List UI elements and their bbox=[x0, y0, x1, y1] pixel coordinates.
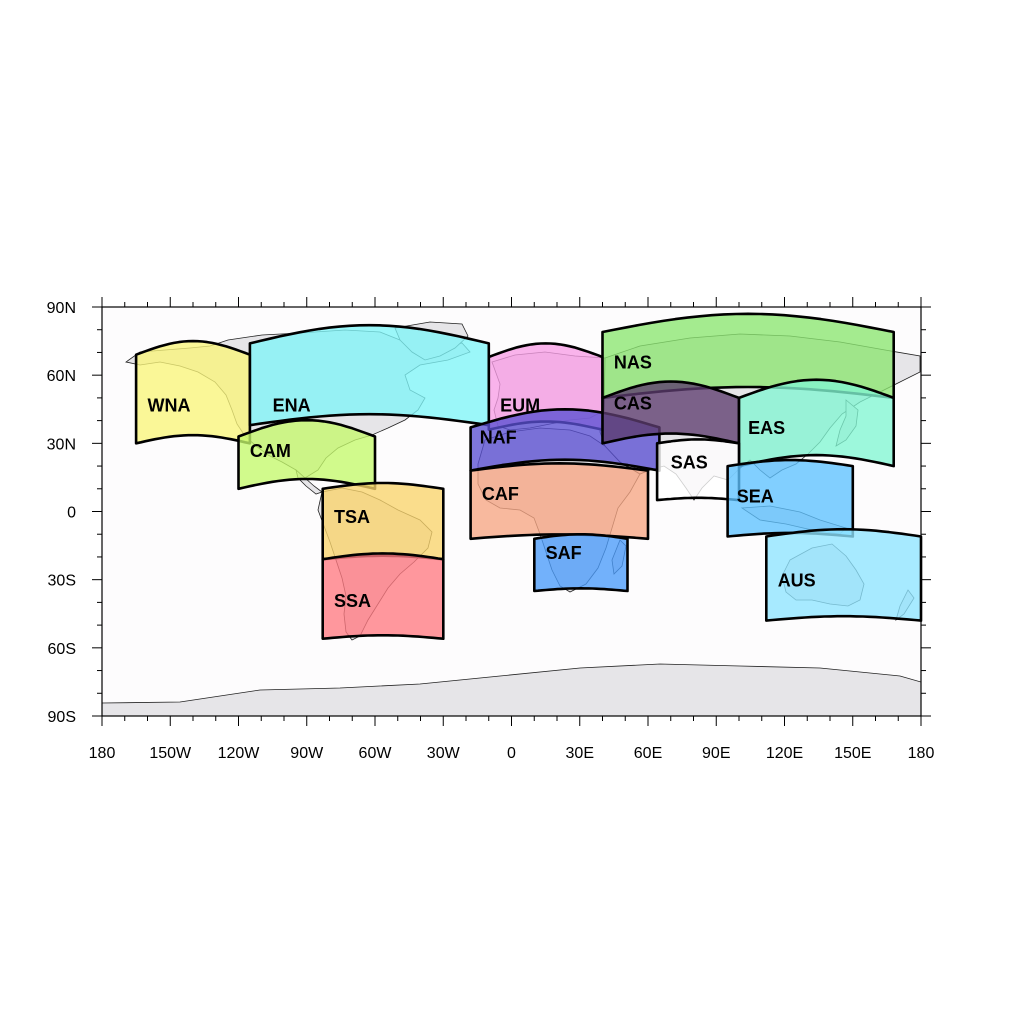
x-tick-label: 0 bbox=[507, 745, 516, 762]
x-tick-label: 90W bbox=[290, 745, 324, 762]
region-labels-layer: WNA ENA CAM TSA SSA EUM NAF CAF SAF NAS CAS EAS SAS S… bbox=[148, 352, 816, 611]
x-tick-label: 180 bbox=[89, 745, 116, 762]
x-tick-label: 60E bbox=[634, 745, 662, 762]
regions-layer bbox=[134, 312, 923, 640]
x-tick-label: 30E bbox=[566, 745, 594, 762]
x-tick-label: 120E bbox=[766, 745, 803, 762]
x-tick-label: 30W bbox=[427, 745, 461, 762]
y-tick-label: 90N bbox=[47, 300, 76, 317]
region-label-ena: ENA bbox=[273, 396, 311, 416]
x-tick-label: 150E bbox=[834, 745, 871, 762]
region-label-sas: SAS bbox=[671, 452, 708, 472]
region-saf bbox=[533, 533, 629, 593]
y-tick-label: 90S bbox=[48, 709, 76, 726]
y-tick-label: 60N bbox=[47, 368, 76, 385]
x-tick-label: 120W bbox=[218, 745, 261, 762]
axis-ticks-layer: 180 150W 120W 90W 60W 30W 0 30E 60E 90E 120E 150E 18… bbox=[47, 297, 935, 762]
x-tick-label: 60W bbox=[359, 745, 393, 762]
region-label-tsa: TSA bbox=[334, 507, 370, 527]
y-tick-label: 30S bbox=[48, 573, 76, 590]
y-tick-label: 60S bbox=[48, 641, 76, 658]
region-eas bbox=[737, 378, 895, 468]
region-label-saf: SAF bbox=[546, 543, 582, 563]
region-label-cam: CAM bbox=[250, 441, 291, 461]
y-tick-label: 30N bbox=[47, 436, 76, 453]
region-label-caf: CAF bbox=[482, 484, 519, 504]
region-label-sea: SEA bbox=[737, 486, 774, 506]
region-label-cas: CAS bbox=[614, 393, 652, 413]
region-ssa bbox=[321, 552, 445, 640]
region-label-ssa: SSA bbox=[334, 591, 371, 611]
y-tick-label: 0 bbox=[67, 505, 76, 522]
region-label-nas: NAS bbox=[614, 352, 652, 372]
x-tick-label: 90E bbox=[702, 745, 730, 762]
region-label-eum: EUM bbox=[500, 396, 540, 416]
x-tick-label: 180 bbox=[908, 745, 935, 762]
region-caf bbox=[469, 462, 650, 541]
region-label-aus: AUS bbox=[778, 571, 816, 591]
region-label-wna: WNA bbox=[148, 396, 191, 416]
x-tick-label: 150W bbox=[149, 745, 192, 762]
region-label-naf: NAF bbox=[480, 427, 517, 447]
region-wna bbox=[134, 339, 252, 445]
region-label-eas: EAS bbox=[748, 418, 785, 438]
